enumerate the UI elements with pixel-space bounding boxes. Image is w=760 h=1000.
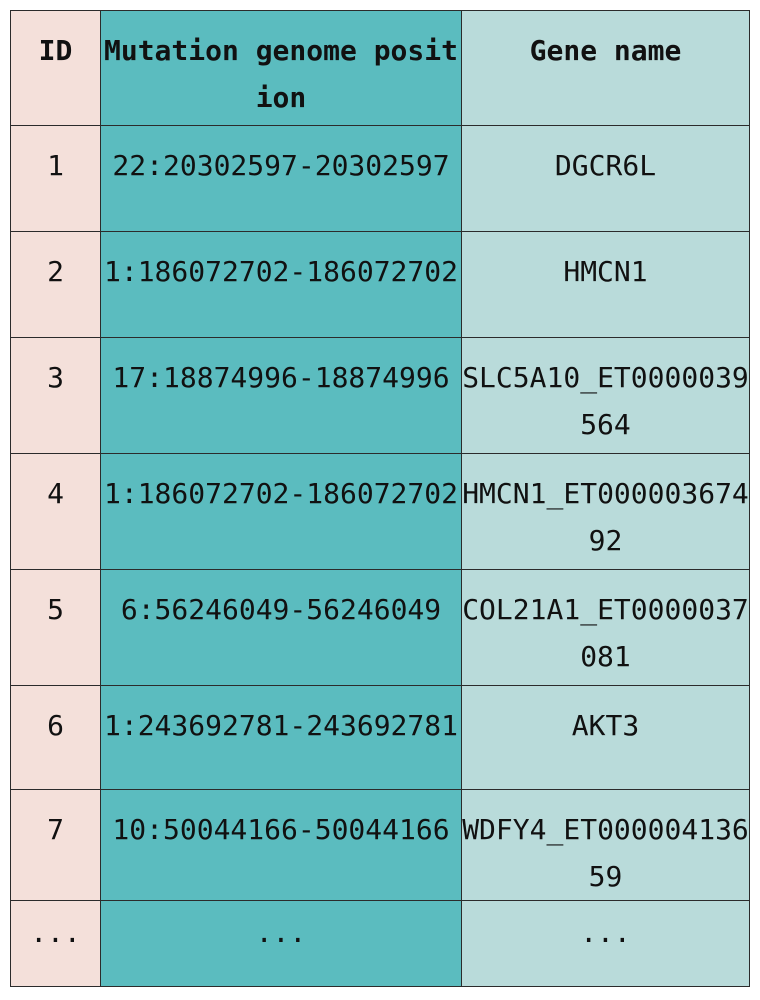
cell-gene: SLC5A10_ET0000039564 [461, 337, 750, 454]
cell-position: 22:20302597-20302597 [100, 125, 462, 232]
table-row-ellipsis: ... ... ... [10, 900, 750, 987]
cell-id: 1 [10, 125, 101, 232]
header-mutation-position: Mutation genome position [100, 10, 462, 126]
cell-id: 3 [10, 337, 101, 454]
mutation-gene-table: ID Mutation genome position Gene name 1 … [10, 10, 750, 987]
cell-position: 1:243692781-243692781 [100, 685, 462, 790]
cell-position: 1:186072702-186072702 [100, 231, 462, 338]
cell-position: 6:56246049-56246049 [100, 569, 462, 686]
table-row: 7 10:50044166-50044166 WDFY4_ET000004136… [10, 789, 750, 901]
cell-id: 6 [10, 685, 101, 790]
cell-position: ... [100, 900, 462, 987]
header-gene-name: Gene name [461, 10, 750, 126]
cell-position: 1:186072702-186072702 [100, 453, 462, 570]
header-id: ID [10, 10, 101, 126]
table-header-row: ID Mutation genome position Gene name [10, 10, 750, 126]
cell-gene: WDFY4_ET00000413659 [461, 789, 750, 901]
cell-gene: COL21A1_ET0000037081 [461, 569, 750, 686]
table-row: 4 1:186072702-186072702 HMCN1_ET00000367… [10, 453, 750, 570]
table-row: 6 1:243692781-243692781 AKT3 [10, 685, 750, 790]
cell-gene: ... [461, 900, 750, 987]
cell-id: 4 [10, 453, 101, 570]
cell-id: 2 [10, 231, 101, 338]
cell-id: ... [10, 900, 101, 987]
table-row: 5 6:56246049-56246049 COL21A1_ET00000370… [10, 569, 750, 686]
cell-id: 7 [10, 789, 101, 901]
cell-gene: HMCN1 [461, 231, 750, 338]
cell-id: 5 [10, 569, 101, 686]
cell-gene: AKT3 [461, 685, 750, 790]
table-row: 2 1:186072702-186072702 HMCN1 [10, 231, 750, 338]
cell-gene: DGCR6L [461, 125, 750, 232]
cell-position: 10:50044166-50044166 [100, 789, 462, 901]
table-row: 1 22:20302597-20302597 DGCR6L [10, 125, 750, 232]
table-row: 3 17:18874996-18874996 SLC5A10_ET0000039… [10, 337, 750, 454]
cell-position: 17:18874996-18874996 [100, 337, 462, 454]
cell-gene: HMCN1_ET00000367492 [461, 453, 750, 570]
